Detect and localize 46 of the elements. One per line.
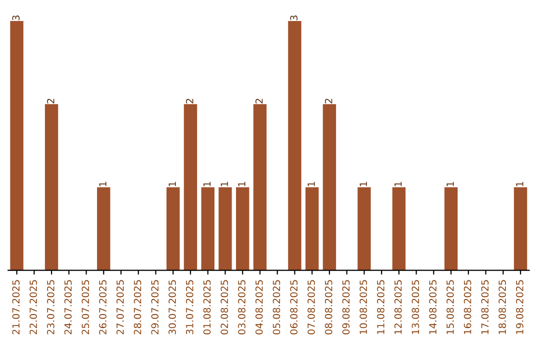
- x-tick-label: 24.07.2025: [64, 280, 72, 334]
- x-tick-label: 23.07.2025: [46, 280, 54, 334]
- data-label: 1: [99, 182, 106, 186]
- x-tick-label: 01.08.2025: [203, 280, 211, 334]
- x-tick-label: 11.08.2025: [377, 280, 384, 334]
- data-label: 1: [360, 182, 367, 186]
- x-tick-label: 13.08.2025: [412, 280, 420, 334]
- data-label: 1: [446, 182, 454, 186]
- data-label: 1: [220, 182, 228, 186]
- x-tick-label: 19.08.2025: [516, 280, 524, 334]
- x-tick-label: 09.08.2025: [342, 280, 350, 334]
- data-label: 2: [324, 98, 332, 104]
- x-tick-label: 28.07.2025: [134, 280, 142, 334]
- x-tick-label: 29.07.2025: [151, 280, 159, 334]
- x-tick-label: 02.08.2025: [220, 280, 228, 334]
- x-tick-label: 25.07.2025: [82, 280, 90, 334]
- x-tick-label: 03.08.2025: [238, 280, 246, 334]
- x-tick-label: 05.08.2025: [272, 280, 280, 334]
- x-tick-label: 26.07.2025: [99, 280, 106, 334]
- data-label: 2: [46, 98, 54, 104]
- data-label: 3: [290, 16, 298, 20]
- x-tick-label: 30.07.2025: [168, 280, 176, 334]
- x-tick-label: 08.08.2025: [324, 280, 332, 334]
- x-tick-label: 10.08.2025: [360, 280, 368, 334]
- x-tick-label: 21.07.2025: [12, 280, 20, 334]
- x-tick-label: 31.07.2025: [186, 280, 194, 334]
- x-tick-label: 17.08.2025: [481, 280, 489, 334]
- x-tick-label: 18.08.2025: [498, 280, 506, 334]
- x-tick-label: 27.07.2025: [116, 280, 124, 334]
- data-label: 1: [203, 182, 211, 186]
- data-label: 1: [238, 182, 246, 186]
- data-label: 1: [308, 182, 315, 186]
- data-label: 2: [255, 98, 263, 104]
- x-tick-label: 06.08.2025: [290, 280, 298, 334]
- x-tick-label: 07.08.2025: [308, 280, 315, 334]
- x-tick-label: 22.07.2025: [30, 280, 37, 334]
- x-tick-label: 14.08.2025: [429, 280, 436, 334]
- data-label: 1: [516, 182, 524, 186]
- x-tick-label: 15.08.2025: [446, 280, 454, 334]
- data-label: 3: [12, 16, 20, 20]
- x-tick-label: 16.08.2025: [464, 280, 472, 334]
- data-label: 2: [186, 98, 194, 104]
- data-label: 1: [394, 182, 402, 186]
- data-label: 1: [168, 182, 176, 186]
- x-tick-label: 12.08.2025: [394, 280, 402, 334]
- x-tick-label: 04.08.2025: [255, 280, 263, 334]
